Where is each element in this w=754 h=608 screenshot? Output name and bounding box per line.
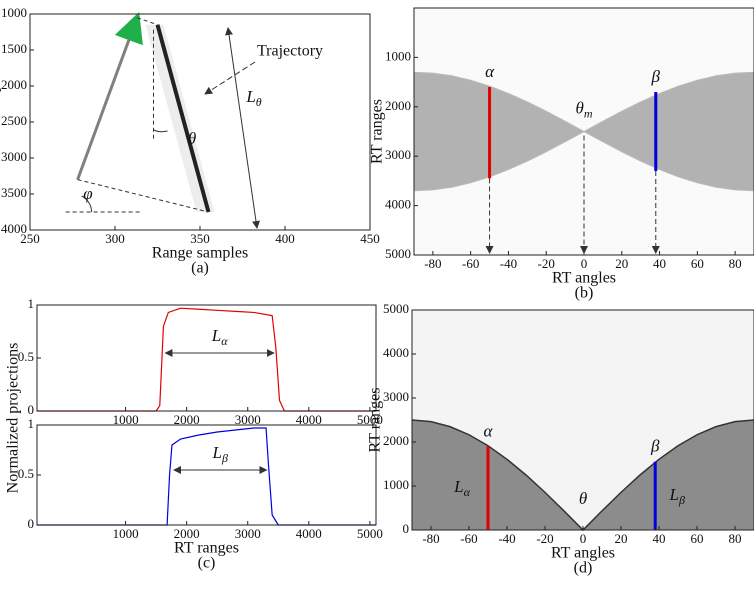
- x-tick-label: 400: [275, 231, 295, 246]
- center-label-sub: m: [584, 106, 593, 120]
- x-tick-label: -40: [500, 256, 517, 271]
- x-tick-label: 300: [105, 231, 125, 246]
- span-label-main: L: [212, 443, 222, 462]
- plot-bg: [37, 425, 376, 525]
- panel-caption: (d): [574, 560, 593, 577]
- plot-bg: [37, 305, 376, 411]
- y-tick-label: 1000: [1, 5, 27, 20]
- y-tick-label: 0: [403, 521, 410, 536]
- center-label: θ: [579, 489, 587, 508]
- length-label-main: L: [245, 87, 255, 106]
- figure: Trajectoryθφ2503003504004501000150020002…: [0, 0, 754, 608]
- panel-caption: (c): [198, 555, 216, 572]
- y-tick-label: 5000: [385, 246, 411, 261]
- y-axis-label: RT ranges: [367, 388, 384, 453]
- marker-length-label-main: L: [668, 485, 678, 504]
- y-tick-label: 4000: [1, 221, 27, 236]
- span-label-main: L: [211, 326, 221, 345]
- y-tick-label: 0: [28, 516, 35, 531]
- x-tick-label: 80: [729, 531, 742, 546]
- length-label-sub: θ: [256, 95, 262, 109]
- annotation: φ: [83, 184, 92, 203]
- y-tick-label: 1: [28, 416, 35, 431]
- y-tick-label: 1500: [1, 41, 27, 56]
- y-axis-label: Azimuth samples: [0, 66, 2, 178]
- x-tick-label: 60: [691, 256, 704, 271]
- y-tick-label: 3500: [1, 185, 27, 200]
- x-tick-label: 450: [360, 231, 380, 246]
- y-tick-label: 3000: [1, 149, 27, 164]
- annotation: θ: [188, 129, 196, 148]
- y-tick-label: 1000: [383, 477, 409, 492]
- y-tick-label: 5000: [383, 301, 409, 316]
- marker-label: β: [651, 67, 661, 86]
- annotation: Trajectory: [257, 43, 323, 60]
- marker-label: α: [484, 421, 494, 440]
- marker-label: α: [485, 62, 495, 81]
- y-tick-label: 3000: [385, 147, 411, 162]
- x-tick-label: -80: [422, 531, 439, 546]
- y-tick-label: 4000: [383, 345, 409, 360]
- x-tick-label: 1000: [113, 526, 139, 541]
- marker-length-label-main: L: [453, 477, 463, 496]
- y-tick-label: 4000: [385, 197, 411, 212]
- x-tick-label: -60: [460, 531, 477, 546]
- y-tick-label: 0.5: [18, 466, 34, 481]
- marker-length-label-sub: β: [678, 493, 685, 507]
- y-tick-label: 2500: [1, 113, 27, 128]
- span-label-sub: β: [221, 451, 228, 465]
- x-tick-label: 60: [691, 531, 704, 546]
- x-tick-label: -80: [424, 256, 441, 271]
- marker-label: β: [650, 437, 660, 456]
- y-tick-label: 0: [28, 402, 35, 417]
- x-tick-label: -40: [498, 531, 515, 546]
- x-tick-label: 5000: [357, 526, 383, 541]
- x-tick-label: 20: [615, 256, 628, 271]
- y-tick-label: 2000: [383, 433, 409, 448]
- y-tick-label: 2000: [385, 98, 411, 113]
- x-tick-label: 40: [653, 531, 666, 546]
- center-label-main: θ: [575, 98, 583, 117]
- x-tick-label: 4000: [296, 526, 322, 541]
- y-tick-label: 3000: [383, 389, 409, 404]
- y-tick-label: 1000: [385, 48, 411, 63]
- x-tick-label: -60: [462, 256, 479, 271]
- x-tick-label: 80: [729, 256, 742, 271]
- panel-caption: (b): [575, 285, 594, 302]
- span-label-sub: α: [221, 334, 228, 348]
- panel-caption: (a): [191, 260, 209, 277]
- x-tick-label: 40: [653, 256, 666, 271]
- y-tick-label: 1: [28, 296, 35, 311]
- x-tick-label: 20: [615, 531, 628, 546]
- y-axis-label: RT ranges: [369, 99, 386, 164]
- y-tick-label: 2000: [1, 77, 27, 92]
- marker-length-label-sub: α: [464, 485, 471, 499]
